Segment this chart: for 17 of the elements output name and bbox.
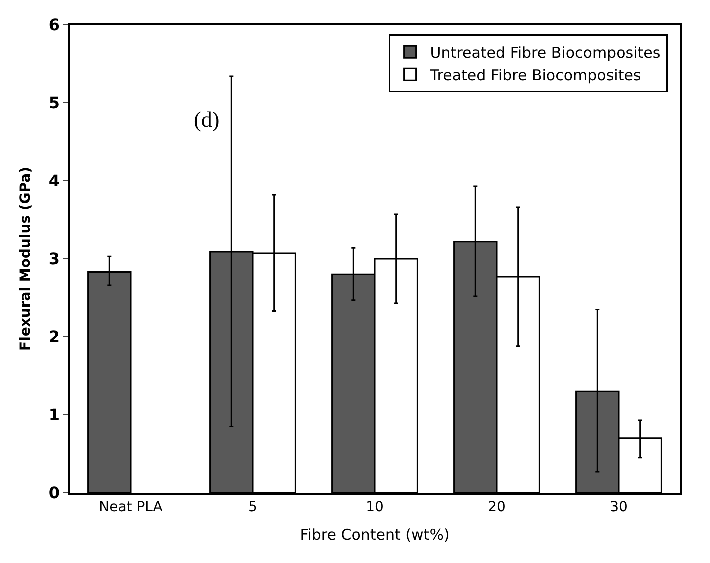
y-tick-label: 3 bbox=[48, 250, 60, 269]
legend-label: Treated Fibre Biocomposites bbox=[429, 66, 642, 84]
x-tick-label: 10 bbox=[366, 500, 384, 516]
x-axis-title: Fibre Content (wt%) bbox=[300, 526, 450, 544]
y-tick-label: 5 bbox=[48, 94, 60, 113]
y-tick-label: 2 bbox=[48, 328, 60, 347]
x-tick-label: 30 bbox=[610, 500, 628, 516]
x-tick-label: 5 bbox=[248, 500, 258, 516]
y-tick-label: 0 bbox=[48, 484, 60, 503]
legend-label: Untreated Fibre Biocomposites bbox=[430, 44, 661, 62]
y-tick-label: 4 bbox=[48, 172, 60, 191]
y-tick-label: 1 bbox=[48, 406, 60, 425]
x-tick-label: Neat PLA bbox=[99, 500, 164, 516]
y-axis-title: Flexural Modulus (GPa) bbox=[18, 166, 34, 352]
annotation: (d) bbox=[194, 107, 220, 132]
x-tick-label: 20 bbox=[488, 500, 506, 516]
y-tick-label: 6 bbox=[48, 16, 60, 35]
